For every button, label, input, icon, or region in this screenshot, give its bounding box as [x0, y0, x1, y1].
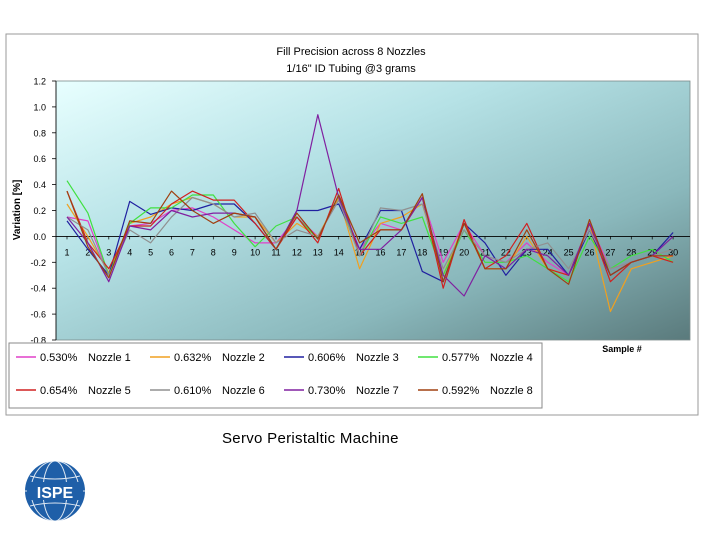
x-tick-label: 1	[64, 247, 69, 257]
legend-stat: 0.654%	[40, 385, 78, 397]
legend-name: Nozzle 5	[88, 385, 131, 397]
legend-name: Nozzle 1	[88, 352, 131, 364]
legend	[8, 342, 543, 409]
y-tick-label: -0.6	[30, 310, 46, 320]
x-tick-label: 3	[106, 247, 111, 257]
y-tick-label: 0.4	[33, 180, 46, 190]
x-tick-label: 15	[355, 247, 365, 257]
series-line-8	[66, 190, 674, 285]
chart-subtitle: 1/16" ID Tubing @3 grams	[286, 63, 416, 75]
x-tick-label: 2	[85, 247, 90, 257]
x-tick-label: 21	[480, 247, 490, 257]
x-tick-label: 8	[211, 247, 216, 257]
x-tick-label: 9	[232, 247, 237, 257]
x-tick-label: 12	[292, 247, 302, 257]
x-tick-label: 4	[127, 247, 132, 257]
svg-text:ISPE: ISPE	[37, 485, 74, 502]
x-tick-label: 11	[271, 247, 280, 257]
x-tick-label: 13	[313, 247, 323, 257]
x-tick-label: 16	[375, 247, 385, 257]
y-tick-label: 0.8	[33, 128, 46, 138]
legend-name: Nozzle 8	[490, 385, 533, 397]
legend-stat: 0.606%	[308, 352, 346, 364]
x-tick-label: 7	[190, 247, 195, 257]
plot-area	[55, 80, 691, 341]
legend-name: Nozzle 2	[222, 352, 265, 364]
legend-name: Nozzle 4	[490, 352, 533, 364]
x-tick-label: 28	[626, 247, 636, 257]
legend-stat: 0.632%	[174, 352, 212, 364]
ispe-logo: ISPE	[25, 460, 85, 522]
y-tick-label: -0.4	[30, 284, 46, 294]
y-tick-label: 0.2	[33, 206, 46, 216]
y-tick-label: 0.0	[33, 232, 46, 242]
legend-stat: 0.577%	[442, 352, 480, 364]
legend-name: Nozzle 6	[222, 385, 265, 397]
y-tick-label: -0.2	[30, 258, 46, 268]
legend-name: Nozzle 3	[356, 352, 399, 364]
x-tick-label: 27	[605, 247, 615, 257]
series-line-6	[66, 196, 674, 276]
chart-title: Fill Precision across 8 Nozzles	[276, 46, 426, 58]
x-tick-label: 18	[417, 247, 427, 257]
legend-stat: 0.530%	[40, 352, 78, 364]
x-tick-label: 6	[169, 247, 174, 257]
x-tick-label: 20	[459, 247, 469, 257]
series-lines	[66, 114, 674, 313]
x-tick-label: 22	[501, 247, 511, 257]
x-tick-label: 19	[438, 247, 448, 257]
legend-name: Nozzle 7	[356, 385, 399, 397]
y-axis: 1.2 1.0 0.8 0.6 0.4 0.2 0.0 -0.2 -0.4 -0.6 -0.8	[30, 77, 57, 346]
x-tick-label: 23	[522, 247, 532, 257]
y-tick-label: 1.2	[33, 77, 46, 87]
y-tick-label: -0.8	[30, 336, 46, 346]
caption: Servo Peristaltic Machine	[222, 430, 399, 447]
legend-stat: 0.610%	[174, 385, 212, 397]
y-axis-label: Variation [%]	[12, 180, 23, 241]
series-line-7	[66, 114, 674, 297]
x-tick-label: 26	[584, 247, 594, 257]
x-tick-label: 5	[148, 247, 153, 257]
x-tick-label: 10	[250, 247, 260, 257]
x-axis: 1 2 3 4 5 6 7 8 9 10 11 12 13 14 15 16 17 18 19 20 21 22 23 24 2…	[64, 236, 678, 257]
x-tick-label: 30	[668, 247, 678, 257]
x-tick-label: 24	[543, 247, 553, 257]
x-tick-label: 29	[647, 247, 657, 257]
y-tick-label: 0.6	[33, 154, 46, 164]
x-tick-label: 14	[334, 247, 344, 257]
y-tick-label: 1.0	[33, 102, 46, 112]
legend-stat: 0.730%	[308, 385, 346, 397]
x-tick-label: 25	[564, 247, 574, 257]
x-axis-label: Sample #	[602, 344, 642, 354]
legend-items: 0.530% Nozzle 1 0.632% Nozzle 2 0.606% Nozzle…	[16, 352, 533, 397]
x-tick-label: 17	[396, 247, 406, 257]
legend-stat: 0.592%	[442, 385, 480, 397]
